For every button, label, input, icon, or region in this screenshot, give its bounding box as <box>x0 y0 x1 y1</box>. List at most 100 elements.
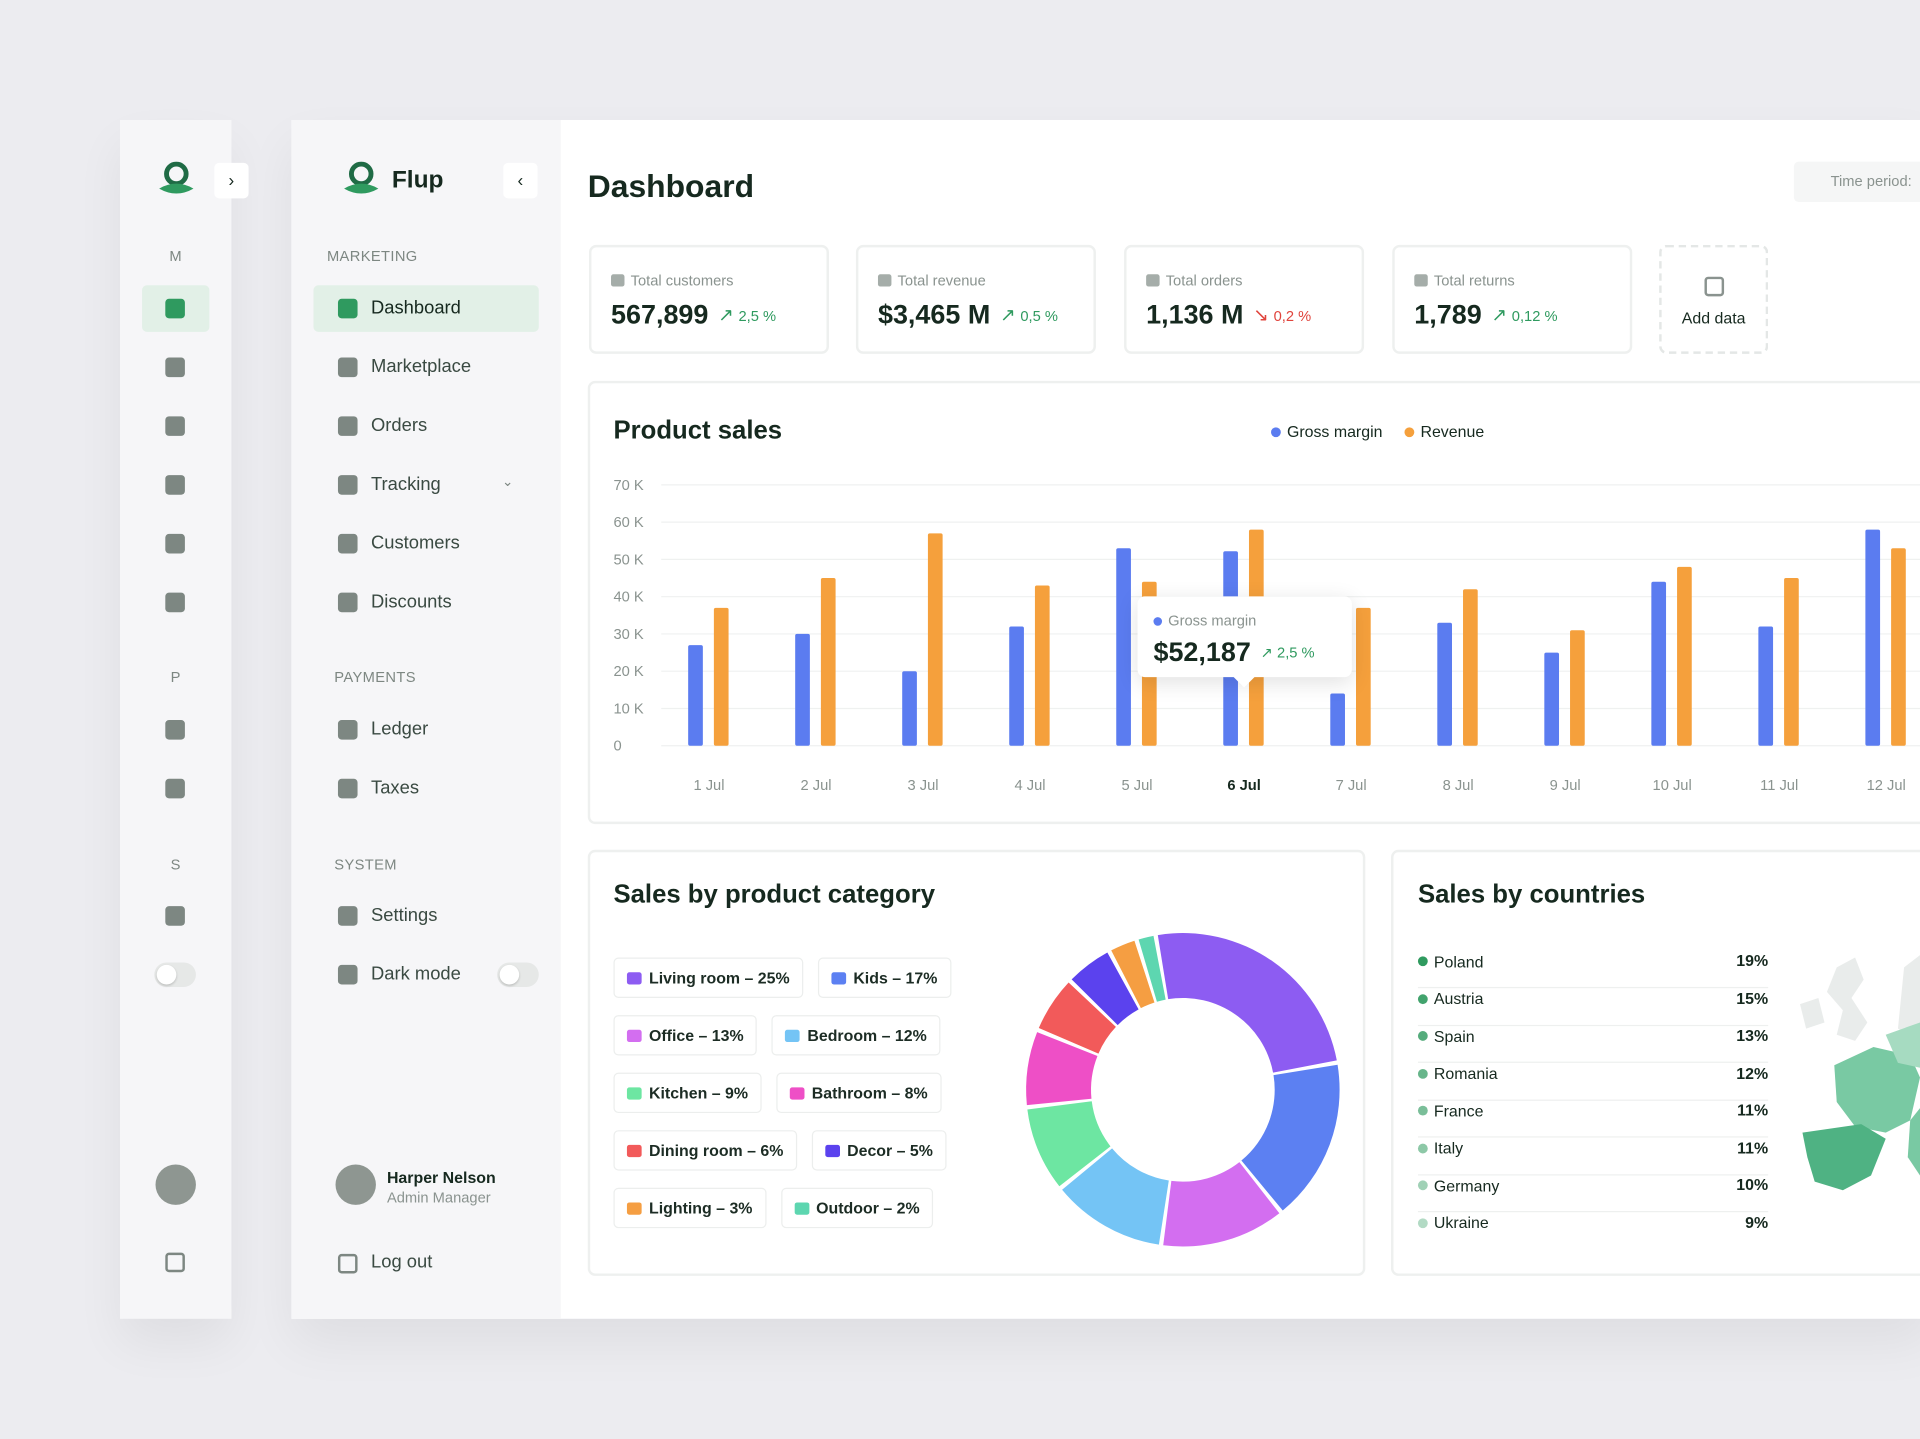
legend-label: Revenue <box>1420 422 1485 441</box>
kpi-label-row: Total revenue <box>877 272 1074 289</box>
country-name: Ukraine <box>1433 1213 1489 1232</box>
mini-icon <box>165 592 185 613</box>
x-tick-label: 4 Jul <box>1015 778 1046 794</box>
country-share: 19% <box>1736 951 1769 970</box>
chip-icon <box>831 971 846 984</box>
nav-item[interactable]: Settings <box>371 904 438 926</box>
page-title: Dashboard <box>587 167 755 205</box>
section-title: SYSTEM <box>334 855 397 874</box>
x-tick-label: 12 Jul <box>1867 778 1906 794</box>
nav-icon <box>337 964 358 985</box>
chip-label: Living room – 25% <box>648 968 790 987</box>
chip-icon <box>626 1029 642 1042</box>
country: Romania <box>1417 1062 1498 1084</box>
mini-section-label: P <box>170 668 181 686</box>
chip-label: Kids – 17% <box>853 968 938 987</box>
country-dot <box>1417 993 1428 1004</box>
country-share: 12% <box>1736 1063 1769 1082</box>
country-row: Austria 15% <box>1417 988 1769 1026</box>
nav-item[interactable]: Tracking <box>371 473 441 495</box>
category-chips: Living room – 25% Kids – 17% Office – 13% B… <box>613 957 980 1246</box>
kpi-icon <box>877 274 892 287</box>
country-name: France <box>1433 1101 1484 1120</box>
country-row: France 11% <box>1417 1100 1769 1138</box>
product-sales-title: Product sales <box>613 416 783 445</box>
logout-icon <box>337 1253 358 1274</box>
kpi-card: Total customers 567,899 ↗ 2,5 % <box>588 244 829 354</box>
bar <box>1009 626 1024 746</box>
nav-item[interactable]: Customers <box>371 532 460 554</box>
add-data-card[interactable]: Add data <box>1659 244 1769 354</box>
chip-icon <box>626 1201 642 1215</box>
bar <box>795 633 810 746</box>
country-share: 11% <box>1737 1100 1769 1120</box>
nav-icon <box>337 416 358 436</box>
bar <box>1891 548 1906 746</box>
x-tick-label: 6 Jul <box>1227 778 1260 794</box>
bar <box>1330 693 1345 746</box>
country-row: Italy 11% <box>1417 1137 1769 1175</box>
country: Germany <box>1417 1174 1499 1196</box>
nav-item[interactable]: Dashboard <box>371 297 461 319</box>
bar <box>1437 622 1453 746</box>
y-tick-label: 40 K <box>613 590 643 606</box>
kpi-label: Total customers <box>630 271 734 289</box>
expand-button[interactable]: › <box>214 162 249 199</box>
collapse-button[interactable]: ‹ <box>503 162 538 199</box>
country-share: 10% <box>1736 1175 1769 1194</box>
countries-card <box>1391 849 1920 1276</box>
chip-label: Kitchen – 9% <box>648 1083 749 1103</box>
category-chip: Bathroom – 8% <box>776 1072 942 1114</box>
country-dot <box>1417 1068 1428 1079</box>
kpi-label-row: Total orders <box>1146 272 1342 289</box>
chip-icon <box>785 1029 800 1042</box>
x-tick-label: 9 Jul <box>1550 778 1581 794</box>
logo <box>344 161 379 194</box>
kpi-value-row: 1,136 M ↘ 0,2 % <box>1146 299 1342 331</box>
time-period-button[interactable]: Time period: <box>1793 161 1920 203</box>
nav-item[interactable]: Discounts <box>371 591 452 613</box>
country: Poland <box>1417 950 1483 972</box>
kpi-change-value: 0,2 % <box>1273 307 1312 325</box>
kpi-value: 1,136 M <box>1146 298 1244 330</box>
logout[interactable]: Log out <box>371 1251 433 1273</box>
bar <box>688 645 703 746</box>
y-tick-label: 0 <box>613 739 621 755</box>
nav-item[interactable]: Marketplace <box>371 356 472 378</box>
x-tick-label: 5 Jul <box>1122 778 1153 794</box>
nav-item[interactable]: Dark mode <box>371 963 461 985</box>
country-dot <box>1417 1217 1428 1228</box>
category-chip: Lighting – 3% <box>613 1187 766 1229</box>
logo <box>159 161 194 194</box>
tooltip: Gross margin $52,187 ↗ 2,5 % <box>1137 596 1352 688</box>
mini-icon <box>165 416 185 436</box>
country-name: Spain <box>1433 1026 1475 1046</box>
chevron: ⌄ <box>502 475 514 490</box>
nav-item[interactable]: Taxes <box>371 777 420 799</box>
avatar <box>335 1164 376 1205</box>
bar <box>1677 566 1692 746</box>
category-chip: Kids – 17% <box>817 957 951 998</box>
category-chip: Outdoor – 2% <box>780 1187 934 1229</box>
section-title: PAYMENTS <box>334 668 416 686</box>
country-row: Romania 12% <box>1417 1062 1769 1101</box>
kpi-value: 1,789 <box>1414 298 1482 330</box>
mini-icon <box>165 778 185 799</box>
nav-item[interactable]: Orders <box>371 415 428 436</box>
nav-item[interactable]: Ledger <box>371 718 429 740</box>
section-title: MARKETING <box>326 247 418 265</box>
kpi-value: 567,899 <box>611 298 709 330</box>
legend-label: Gross margin <box>1286 422 1383 441</box>
country-row: Ukraine 9% <box>1417 1212 1768 1249</box>
bar <box>713 607 729 746</box>
kpi-value-row: 567,899 ↗ 2,5 % <box>611 299 807 331</box>
kpi-icon <box>1414 274 1428 287</box>
category-chip: Decor – 5% <box>811 1130 947 1171</box>
country-name: Italy <box>1433 1138 1464 1158</box>
kpi-card: Total returns 1,789 ↗ 0,12 % <box>1392 244 1633 354</box>
x-tick-label: 3 Jul <box>908 778 939 794</box>
mini-icon <box>165 298 185 319</box>
country-name: Romania <box>1433 1064 1498 1083</box>
mini-sidebar: › M P S <box>120 120 249 1319</box>
